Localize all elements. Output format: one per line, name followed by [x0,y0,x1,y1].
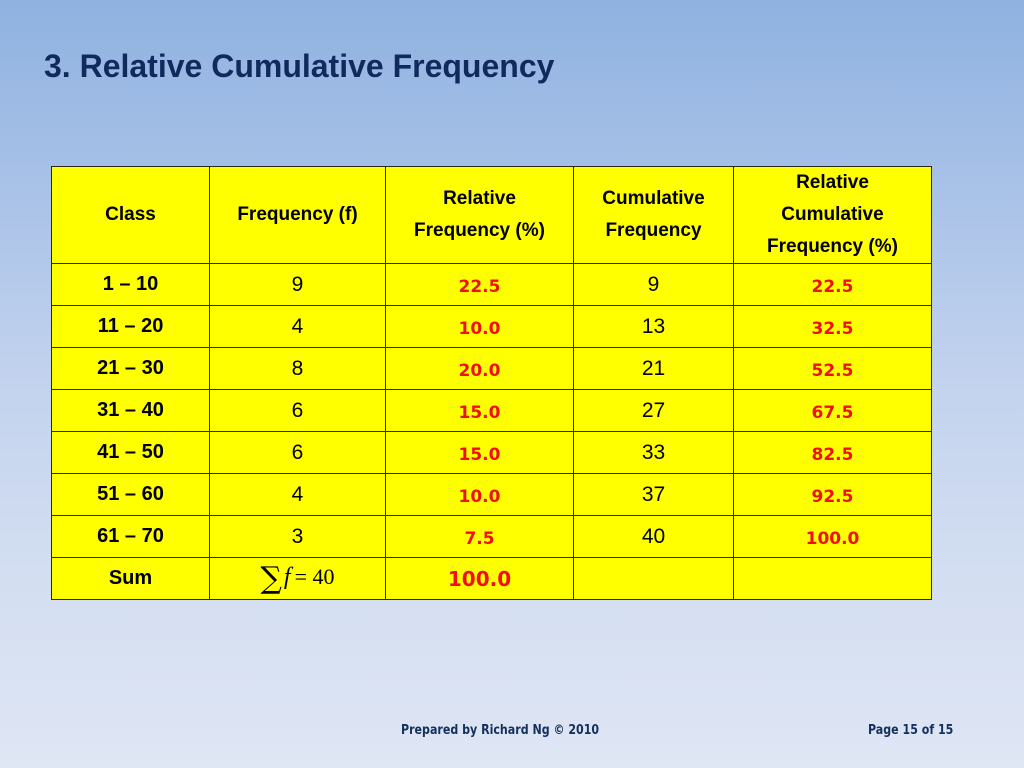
sigma-formula: ∑f = 40 [260,561,335,596]
relative-cumulative-frequency-cell: 100.0 [733,515,932,558]
relative-cumulative-frequency-cell: 92.5 [733,473,932,516]
table-row: 1 – 10 9 22.5 9 22.5 [51,263,932,306]
frequency-cell: 4 [209,305,386,348]
sigma-icon: ∑ [260,561,282,596]
relative-cumulative-frequency-table: Class Frequency (f) Relative Frequency (… [51,166,932,600]
header-class: Class [51,166,210,264]
cumulative-frequency-cell: 37 [573,473,734,516]
formula-variable: f [283,564,291,590]
cumulative-frequency-cell: 13 [573,305,734,348]
sum-relative-cumulative-frequency-cell [733,557,932,600]
table-row: 21 – 30 8 20.0 21 52.5 [51,347,932,390]
class-cell: 31 – 40 [51,389,210,432]
relative-cumulative-frequency-cell: 22.5 [733,263,932,306]
class-cell: 51 – 60 [51,473,210,516]
class-cell: 21 – 30 [51,347,210,390]
table-row: 41 – 50 6 15.0 33 82.5 [51,431,932,474]
frequency-cell: 6 [209,389,386,432]
relative-frequency-cell: 15.0 [385,389,574,432]
table-header-row: Class Frequency (f) Relative Frequency (… [51,166,932,264]
header-cumulative-frequency: Cumulative Frequency [573,166,734,264]
header-relative-frequency: Relative Frequency (%) [385,166,574,264]
relative-cumulative-frequency-cell: 82.5 [733,431,932,474]
frequency-cell: 8 [209,347,386,390]
class-cell: 11 – 20 [51,305,210,348]
footer-page-number: Page 15 of 15 [868,723,954,738]
header-relative-cumulative-frequency: Relative Cumulative Frequency (%) [733,166,932,264]
class-cell: 41 – 50 [51,431,210,474]
class-cell: 61 – 70 [51,515,210,558]
table-row: 61 – 70 3 7.5 40 100.0 [51,515,932,558]
relative-cumulative-frequency-cell: 32.5 [733,305,932,348]
frequency-cell: 6 [209,431,386,474]
footer-author: Prepared by Richard Ng © 2010 [401,723,600,738]
cumulative-frequency-cell: 40 [573,515,734,558]
sum-label-cell: Sum [51,557,210,600]
header-frequency: Frequency (f) [209,166,386,264]
relative-frequency-cell: 10.0 [385,305,574,348]
sum-cumulative-frequency-cell [573,557,734,600]
sum-row: Sum ∑f = 40 100.0 [51,557,932,600]
frequency-cell: 3 [209,515,386,558]
frequency-table-container: Class Frequency (f) Relative Frequency (… [51,166,932,600]
frequency-cell: 4 [209,473,386,516]
cumulative-frequency-cell: 27 [573,389,734,432]
table-row: 11 – 20 4 10.0 13 32.5 [51,305,932,348]
cumulative-frequency-cell: 33 [573,431,734,474]
sum-frequency-formula-cell: ∑f = 40 [209,557,386,600]
relative-frequency-cell: 22.5 [385,263,574,306]
frequency-cell: 9 [209,263,386,306]
table-row: 31 – 40 6 15.0 27 67.5 [51,389,932,432]
formula-equals: = [294,564,307,589]
relative-cumulative-frequency-cell: 67.5 [733,389,932,432]
relative-frequency-cell: 7.5 [385,515,574,558]
table-row: 51 – 60 4 10.0 37 92.5 [51,473,932,516]
slide-title: 3. Relative Cumulative Frequency [44,48,555,84]
cumulative-frequency-cell: 21 [573,347,734,390]
formula-value: 40 [312,564,335,589]
relative-frequency-cell: 15.0 [385,431,574,474]
cumulative-frequency-cell: 9 [573,263,734,306]
relative-frequency-cell: 20.0 [385,347,574,390]
class-cell: 1 – 10 [51,263,210,306]
sum-relative-frequency-cell: 100.0 [385,557,574,600]
relative-frequency-cell: 10.0 [385,473,574,516]
relative-cumulative-frequency-cell: 52.5 [733,347,932,390]
